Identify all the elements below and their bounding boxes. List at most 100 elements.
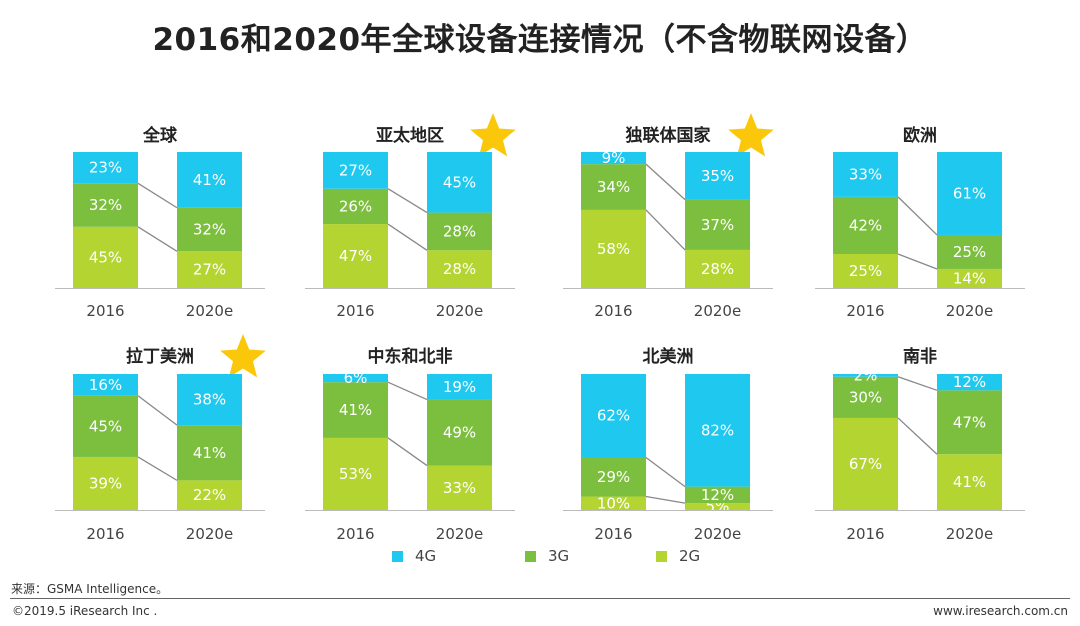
- bar-2g-2020e: [427, 250, 492, 288]
- bar-2g-2016: [323, 224, 388, 288]
- bar-3g-2016: [73, 395, 138, 457]
- connector-line: [645, 456, 686, 488]
- data-label-3g-2020e: 41%: [193, 444, 226, 462]
- bar-4g-2016: [323, 374, 388, 383]
- bar-4g-2016: [833, 374, 898, 377]
- data-label-4g-2020e: 12%: [953, 373, 986, 391]
- x-tick-label: 2020e: [946, 525, 993, 543]
- bar-3g-2016: [323, 382, 388, 438]
- x-tick-label: 2020e: [694, 525, 741, 543]
- legend-swatch: [656, 550, 667, 562]
- bar-4g-2016: [73, 152, 138, 184]
- data-label-3g-2016: 30%: [849, 388, 882, 406]
- bar-2g-2016: [833, 254, 898, 288]
- data-label-2g-2020e: 28%: [701, 260, 734, 278]
- chart-panel-4: 欧洲 25% 42% 33% 14% 25% 61% 2016 2020e: [815, 125, 1025, 320]
- data-label-2g-2020e: 14%: [953, 269, 986, 287]
- bar-4g-2016: [833, 152, 898, 197]
- connector-line: [897, 253, 938, 270]
- data-label-4g-2020e: 35%: [701, 167, 734, 185]
- chart-title: 亚太地区: [376, 125, 444, 146]
- chart-title: 拉丁美洲: [126, 346, 194, 367]
- data-label-2g-2020e: 27%: [193, 261, 226, 279]
- bar-4g-2020e: [937, 374, 1002, 391]
- connector-line: [137, 226, 178, 252]
- x-tick-label: 2016: [86, 525, 124, 543]
- data-label-4g-2020e: 41%: [193, 171, 226, 189]
- data-label-4g-2016: 16%: [89, 376, 122, 394]
- data-label-3g-2020e: 49%: [443, 424, 476, 442]
- data-label-4g-2020e: 38%: [193, 391, 226, 409]
- bar-4g-2016: [73, 374, 138, 396]
- bar-3g-2016: [833, 196, 898, 254]
- data-label-4g-2016: 6%: [344, 369, 368, 387]
- bar-3g-2020e: [685, 486, 750, 504]
- legend-item-4g: 4G: [392, 547, 436, 565]
- data-label-2g-2016: 25%: [849, 262, 882, 280]
- bar-2g-2016: [581, 496, 646, 510]
- chart-panel-8: 南非 67% 30% 2% 41% 47% 12% 2016 2020e: [815, 346, 1025, 543]
- data-label-3g-2020e: 25%: [953, 243, 986, 261]
- bar-2g-2016: [833, 417, 898, 510]
- bar-3g-2020e: [937, 390, 1002, 455]
- bar-3g-2020e: [427, 399, 492, 466]
- bar-4g-2020e: [685, 152, 750, 200]
- data-label-4g-2020e: 61%: [953, 184, 986, 202]
- chart-panel-5: 拉丁美洲 39% 45% 16% 22% 41% 38% 2016 2020e: [55, 334, 266, 543]
- data-label-2g-2016: 10%: [597, 494, 630, 512]
- data-label-4g-2020e: 19%: [443, 378, 476, 396]
- star-icon: [728, 113, 774, 157]
- bar-3g-2016: [581, 457, 646, 497]
- page-title: 2016和2020年全球设备连接情况（不含物联网设备）: [152, 22, 928, 58]
- bar-3g-2020e: [685, 199, 750, 250]
- data-label-3g-2016: 34%: [597, 178, 630, 196]
- data-label-2g-2016: 39%: [89, 474, 122, 492]
- connector-line: [137, 456, 178, 481]
- bar-4g-2020e: [685, 374, 750, 487]
- data-label-2g-2016: 67%: [849, 455, 882, 473]
- bar-2g-2020e: [177, 251, 242, 288]
- x-tick-label: 2020e: [186, 302, 233, 320]
- connector-line: [137, 182, 178, 209]
- chart-panel-1: 全球 45% 32% 23% 27% 32% 41% 2016 2020e: [55, 125, 265, 320]
- x-tick-label: 2020e: [436, 525, 483, 543]
- x-tick-label: 2020e: [436, 302, 483, 320]
- legend-swatch: [392, 550, 403, 562]
- data-label-3g-2016: 32%: [89, 196, 122, 214]
- bar-2g-2020e: [177, 480, 242, 510]
- footer-divider: [10, 598, 1070, 599]
- charts-canvas: 全球 45% 32% 23% 27% 32% 41% 2016 2020e 亚太地区 47% 26% 2…: [55, 113, 1025, 543]
- copyright-text: ©2019.5 iResearch Inc .: [12, 604, 158, 618]
- data-label-3g-2020e: 47%: [953, 413, 986, 431]
- bar-3g-2020e: [427, 212, 492, 251]
- legend: 4G 3G 2G: [0, 547, 1080, 571]
- legend-label: 3G: [548, 547, 570, 565]
- data-label-4g-2016: 23%: [89, 159, 122, 177]
- data-label-4g-2020e: 82%: [701, 421, 734, 439]
- data-label-2g-2016: 45%: [89, 248, 122, 266]
- chart-title: 北美洲: [643, 346, 694, 367]
- star-icon: [470, 113, 516, 157]
- website-text: www.iresearch.com.cn: [933, 604, 1068, 618]
- data-label-3g-2020e: 28%: [443, 222, 476, 240]
- bar-4g-2020e: [427, 374, 492, 400]
- x-tick-label: 2020e: [946, 302, 993, 320]
- x-tick-label: 2020e: [694, 302, 741, 320]
- data-label-3g-2016: 29%: [597, 468, 630, 486]
- star-icon: [220, 334, 266, 378]
- chart-title: 南非: [903, 346, 937, 367]
- chart-panel-2: 亚太地区 47% 26% 27% 28% 28% 45% 2016 2020e: [305, 113, 516, 320]
- chart-title: 独联体国家: [626, 125, 711, 146]
- connector-line: [897, 196, 938, 236]
- data-label-4g-2016: 9%: [602, 149, 626, 167]
- chart-panel-3: 独联体国家 58% 34% 9% 28% 37% 35% 2016 2020e: [563, 113, 774, 320]
- data-label-2g-2020e: 33%: [443, 479, 476, 497]
- data-label-2g-2020e: 22%: [193, 486, 226, 504]
- data-label-4g-2016: 62%: [597, 407, 630, 425]
- bar-4g-2016: [581, 152, 646, 165]
- bar-4g-2020e: [177, 374, 242, 426]
- data-label-3g-2016: 41%: [339, 401, 372, 419]
- x-tick-label: 2016: [846, 302, 884, 320]
- data-label-4g-2016: 27%: [339, 161, 372, 179]
